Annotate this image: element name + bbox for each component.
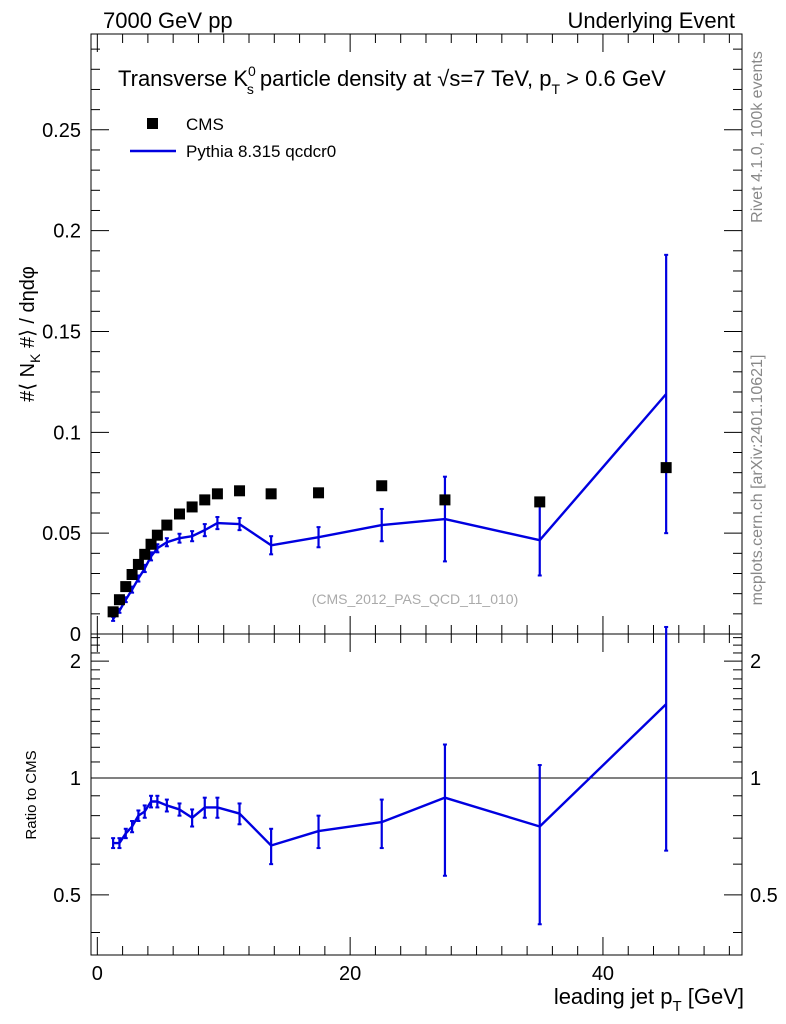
cms-data-point xyxy=(211,488,223,500)
main-title: Transverse K0 s particle density at √s=7 … xyxy=(118,63,666,97)
ratio-y-tick-label-right: 0.5 xyxy=(750,885,778,907)
x-tick-label: 40 xyxy=(592,963,614,985)
cms-data-point xyxy=(313,487,325,499)
main-axis-ticks: 0 0.05 0.1 0.15 0.2 0.25 xyxy=(42,34,742,646)
cms-data-point xyxy=(439,494,451,506)
main-y-tick-label: 0.2 xyxy=(53,221,81,243)
cms-data-point xyxy=(120,581,132,593)
x-tick-label: 0 xyxy=(92,963,103,985)
ratio-y-axis-label: Ratio to CMS xyxy=(23,750,40,839)
main-y-axis-label: #⟨ NK #⟩ / dηdφ xyxy=(17,266,43,402)
legend-mc-label: Pythia 8.315 qcdcr0 xyxy=(186,142,336,161)
x-axis-label: leading jet pT [GeV] xyxy=(554,984,744,1015)
rivet-info-label: Rivet 4.1.0, 100k events xyxy=(749,51,766,223)
reference-label: (CMS_2012_PAS_QCD_11_010) xyxy=(312,591,519,607)
mcplots-info-label: mcplots.cern.ch [arXiv:2401.10621] xyxy=(749,355,766,606)
header-left: 7000 GeV pp xyxy=(103,8,233,33)
cms-data-point xyxy=(265,488,277,500)
cms-data-point xyxy=(534,496,546,508)
main-y-tick-label: 0.15 xyxy=(42,321,81,343)
cms-data-point xyxy=(107,606,119,618)
cms-data-point xyxy=(151,529,163,541)
ratio-y-tick-label: 0.5 xyxy=(53,885,81,907)
main-cms-series xyxy=(107,462,672,618)
ratio-mc-line xyxy=(113,703,667,847)
cms-data-point xyxy=(660,462,672,474)
header-right: Underlying Event xyxy=(567,8,735,33)
cms-data-point xyxy=(145,538,157,550)
cms-data-point xyxy=(199,494,211,506)
ratio-y-tick-label-right: 2 xyxy=(750,651,761,673)
main-y-tick-label: 0.1 xyxy=(53,422,81,444)
main-mc-series xyxy=(111,253,669,622)
cms-data-point xyxy=(126,569,138,581)
cms-data-point xyxy=(132,558,144,570)
cms-data-point xyxy=(161,519,173,531)
cms-data-point xyxy=(376,480,388,492)
x-tick-label: 20 xyxy=(339,963,361,985)
cms-data-point xyxy=(139,548,151,560)
cms-data-point xyxy=(113,594,125,606)
cms-data-point xyxy=(173,508,185,520)
main-y-tick-label: 0.05 xyxy=(42,523,81,545)
cms-data-point xyxy=(234,485,246,497)
ratio-plot-frame xyxy=(90,633,743,956)
ratio-axis-ticks: 0.5 0.51 12 20 20 40 xyxy=(53,634,778,985)
ratio-y-tick-label-right: 1 xyxy=(750,768,761,790)
ratio-mc-series xyxy=(111,625,669,926)
main-y-tick-label: 0.25 xyxy=(42,120,81,142)
ratio-y-tick-label: 1 xyxy=(70,768,81,790)
legend-cms-marker xyxy=(147,118,158,129)
legend-cms-label: CMS xyxy=(186,115,224,134)
main-y-tick-label: 0 xyxy=(70,624,81,646)
cms-data-point xyxy=(186,501,198,513)
ratio-y-tick-label: 2 xyxy=(70,651,81,673)
